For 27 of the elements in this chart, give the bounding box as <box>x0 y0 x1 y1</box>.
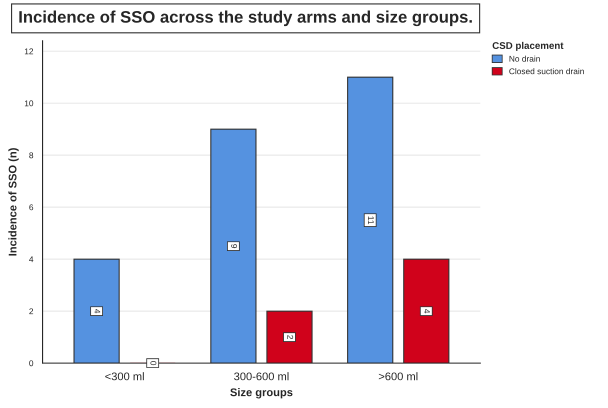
y-tick-label: 6 <box>29 204 34 210</box>
data-label: 9 <box>231 244 238 248</box>
data-label: 11 <box>368 216 374 224</box>
data-label: 0 <box>150 361 156 366</box>
x-tick-label: <300 ml <box>105 372 144 380</box>
x-tick-label: >600 ml <box>378 372 418 380</box>
y-tick-label: 12 <box>24 48 34 54</box>
bar <box>266 310 313 364</box>
bar <box>403 258 450 364</box>
y-tick-label: 8 <box>29 152 34 158</box>
y-axis-title: Incidence of SSO (n) <box>8 148 19 256</box>
bar <box>347 76 394 364</box>
data-label: 2 <box>287 335 294 340</box>
bar <box>73 258 120 364</box>
y-tick-label: 2 <box>29 308 34 314</box>
y-tick-label: 0 <box>29 360 34 366</box>
x-axis-title: Size groups <box>230 388 292 398</box>
data-label: 4 <box>94 309 100 314</box>
legend-label: No drain <box>510 56 540 62</box>
x-tick-label: 300-600 ml <box>234 372 288 380</box>
y-tick-label: 4 <box>29 256 34 262</box>
bar <box>210 128 257 364</box>
legend-label: Closed suction drain <box>509 68 584 74</box>
chart-title: Incidence of SSO across the study arms and size groups. <box>19 10 472 26</box>
legend-title: CSD placement <box>492 42 564 51</box>
data-label: 4 <box>424 309 430 314</box>
y-tick-label: 10 <box>24 100 34 106</box>
